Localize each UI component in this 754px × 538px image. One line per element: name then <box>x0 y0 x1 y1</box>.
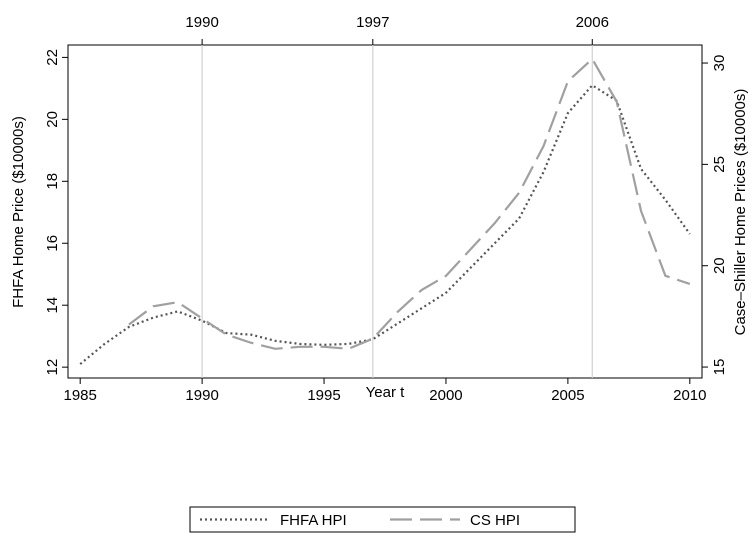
y-tick-label: 12 <box>44 359 61 376</box>
legend-label: CS HPI <box>470 512 520 529</box>
plot-frame <box>67 44 703 379</box>
y-tick-label: 14 <box>44 297 61 314</box>
legend-box <box>189 506 576 533</box>
x-tick-label: 1995 <box>307 387 340 404</box>
x-tick-label: 2005 <box>551 387 584 404</box>
y2-tick-label: 25 <box>711 156 728 173</box>
x-tick-label: 2010 <box>673 387 706 404</box>
x-tick-label: 1990 <box>185 387 218 404</box>
y-tick-label: 16 <box>44 235 61 252</box>
y-tick-label: 22 <box>44 49 61 66</box>
legend-label: FHFA HPI <box>280 512 347 529</box>
y2-axis-label: Case–Shiller Home Prices ($10000s) <box>732 89 749 336</box>
line-series <box>128 57 691 350</box>
y2-tick-label: 30 <box>711 55 728 72</box>
y-axis-label: FHFA Home Price ($10000s) <box>10 116 27 308</box>
y2-tick-label: 15 <box>711 359 728 376</box>
y2-tick-label: 20 <box>711 257 728 274</box>
x-tick-label: 2000 <box>429 387 462 404</box>
x-axis-label: Year t <box>366 384 405 401</box>
top-tick-label: 2006 <box>576 14 609 31</box>
y-tick-label: 18 <box>44 173 61 190</box>
line-series <box>79 83 691 365</box>
y-tick-label: 20 <box>44 111 61 128</box>
top-tick-label: 1997 <box>356 14 389 31</box>
top-tick-label: 1990 <box>185 14 218 31</box>
x-tick-label: 1985 <box>64 387 97 404</box>
